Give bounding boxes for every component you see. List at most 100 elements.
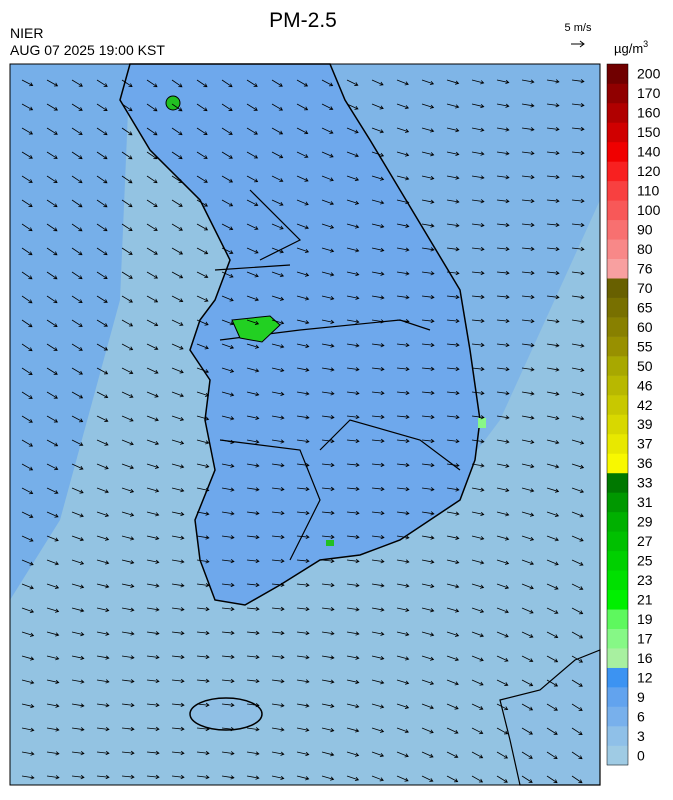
wind-arrow — [321, 319, 335, 324]
wind-arrow — [371, 462, 385, 468]
wind-arrow — [546, 511, 560, 518]
wind-arrow — [96, 391, 109, 399]
wind-arrow — [271, 439, 285, 444]
colorbar-label: 6 — [637, 708, 645, 724]
colorbar-swatch — [607, 687, 628, 707]
wind-arrow — [571, 79, 585, 84]
wind-arrow — [71, 223, 83, 232]
colorbar-label: 25 — [637, 553, 653, 569]
wind-arrow — [446, 390, 460, 396]
wind-arrow — [371, 775, 384, 782]
wind-arrow — [196, 175, 208, 183]
colorbar-swatch — [607, 648, 628, 668]
wind-arrow — [221, 271, 234, 278]
wind-arrow — [346, 703, 360, 709]
wind-arrow — [396, 414, 410, 420]
wind-arrow — [296, 439, 310, 444]
wind-arrow — [46, 703, 60, 708]
wind-arrow — [96, 79, 108, 87]
wind-arrow — [321, 271, 335, 277]
wind-arrow — [446, 79, 460, 85]
wind-arrow — [321, 127, 334, 134]
wind-arrow — [21, 199, 33, 207]
wind-arrow — [421, 103, 435, 109]
wind-arrow — [71, 151, 83, 160]
wind-arrow — [571, 271, 585, 276]
wind-arrow — [471, 487, 485, 492]
colorbar-label: 33 — [637, 475, 653, 491]
wind-arrow — [146, 343, 159, 350]
wind-arrow — [546, 343, 560, 348]
wind-arrow — [121, 295, 133, 303]
wind-arrow — [21, 631, 35, 637]
unit-exponent: 3 — [643, 39, 648, 49]
wind-arrow — [96, 127, 108, 136]
wind-arrow — [221, 630, 235, 636]
wind-arrow — [471, 655, 484, 662]
colorbar-label: 0 — [637, 747, 645, 763]
wind-arrow — [246, 463, 260, 468]
wind-arrow — [471, 103, 485, 109]
wind-arrow — [246, 343, 260, 349]
wind-arrow — [21, 319, 33, 328]
wind-arrow — [371, 679, 385, 685]
wind-arrow — [446, 703, 459, 710]
wind-arrow — [196, 79, 208, 88]
wind-arrow — [221, 463, 235, 468]
wind-arrow — [196, 199, 208, 207]
wind-arrow — [96, 103, 108, 112]
wind-arrow — [321, 438, 335, 444]
wind-arrow — [21, 343, 33, 352]
wind-arrow — [146, 511, 160, 517]
colorbar-label: 55 — [637, 338, 653, 354]
wind-arrow — [471, 151, 485, 156]
wind-arrow — [221, 558, 235, 564]
wind-arrow — [271, 223, 284, 230]
wind-arrow — [521, 367, 535, 372]
wind-arrow — [146, 247, 158, 255]
wind-arrow — [496, 103, 510, 108]
wind-arrow — [371, 223, 385, 229]
wind-arrow — [496, 727, 509, 735]
wind-arrow — [121, 415, 134, 422]
wind-arrow — [496, 463, 510, 468]
wind-arrow — [421, 223, 435, 228]
wind-arrow — [571, 343, 585, 348]
wind-arrow — [121, 223, 133, 232]
wind-arrow — [346, 558, 360, 564]
wind-arrow — [21, 727, 35, 732]
wind-arrow — [371, 366, 385, 372]
wind-arrow — [171, 463, 185, 469]
wind-arrow — [571, 487, 585, 494]
wind-arrow — [271, 103, 284, 111]
wind-arrow — [296, 751, 310, 757]
wind-arrow — [271, 606, 285, 612]
wind-arrow — [221, 175, 234, 183]
wind-arrow — [521, 294, 535, 300]
wind-arrow — [146, 726, 160, 732]
wind-arrow — [321, 415, 335, 420]
wind-arrow — [171, 391, 184, 398]
colorbar-label: 100 — [637, 202, 661, 218]
wind-arrow — [371, 319, 385, 324]
wind-arrow — [546, 150, 560, 156]
wind-arrow — [196, 415, 210, 421]
wind-arrow — [496, 775, 508, 783]
wind-arrow — [246, 558, 260, 564]
wind-arrow — [46, 127, 58, 135]
wind-arrow — [346, 343, 360, 348]
wind-arrow — [546, 319, 560, 324]
wind-arrow — [146, 319, 159, 327]
wind-arrow — [571, 751, 583, 760]
wind-arrow — [196, 319, 209, 326]
wind-arrow — [246, 582, 260, 588]
wind-arrow — [221, 199, 234, 207]
wind-arrow — [221, 343, 235, 350]
colorbar-swatch — [607, 492, 628, 513]
wind-arrow — [471, 439, 485, 444]
colorbar-swatch — [607, 336, 628, 357]
colorbar-swatch — [607, 141, 628, 162]
wind-arrow — [221, 726, 235, 732]
wind-arrow — [446, 414, 460, 420]
wind-arrow — [121, 750, 135, 756]
